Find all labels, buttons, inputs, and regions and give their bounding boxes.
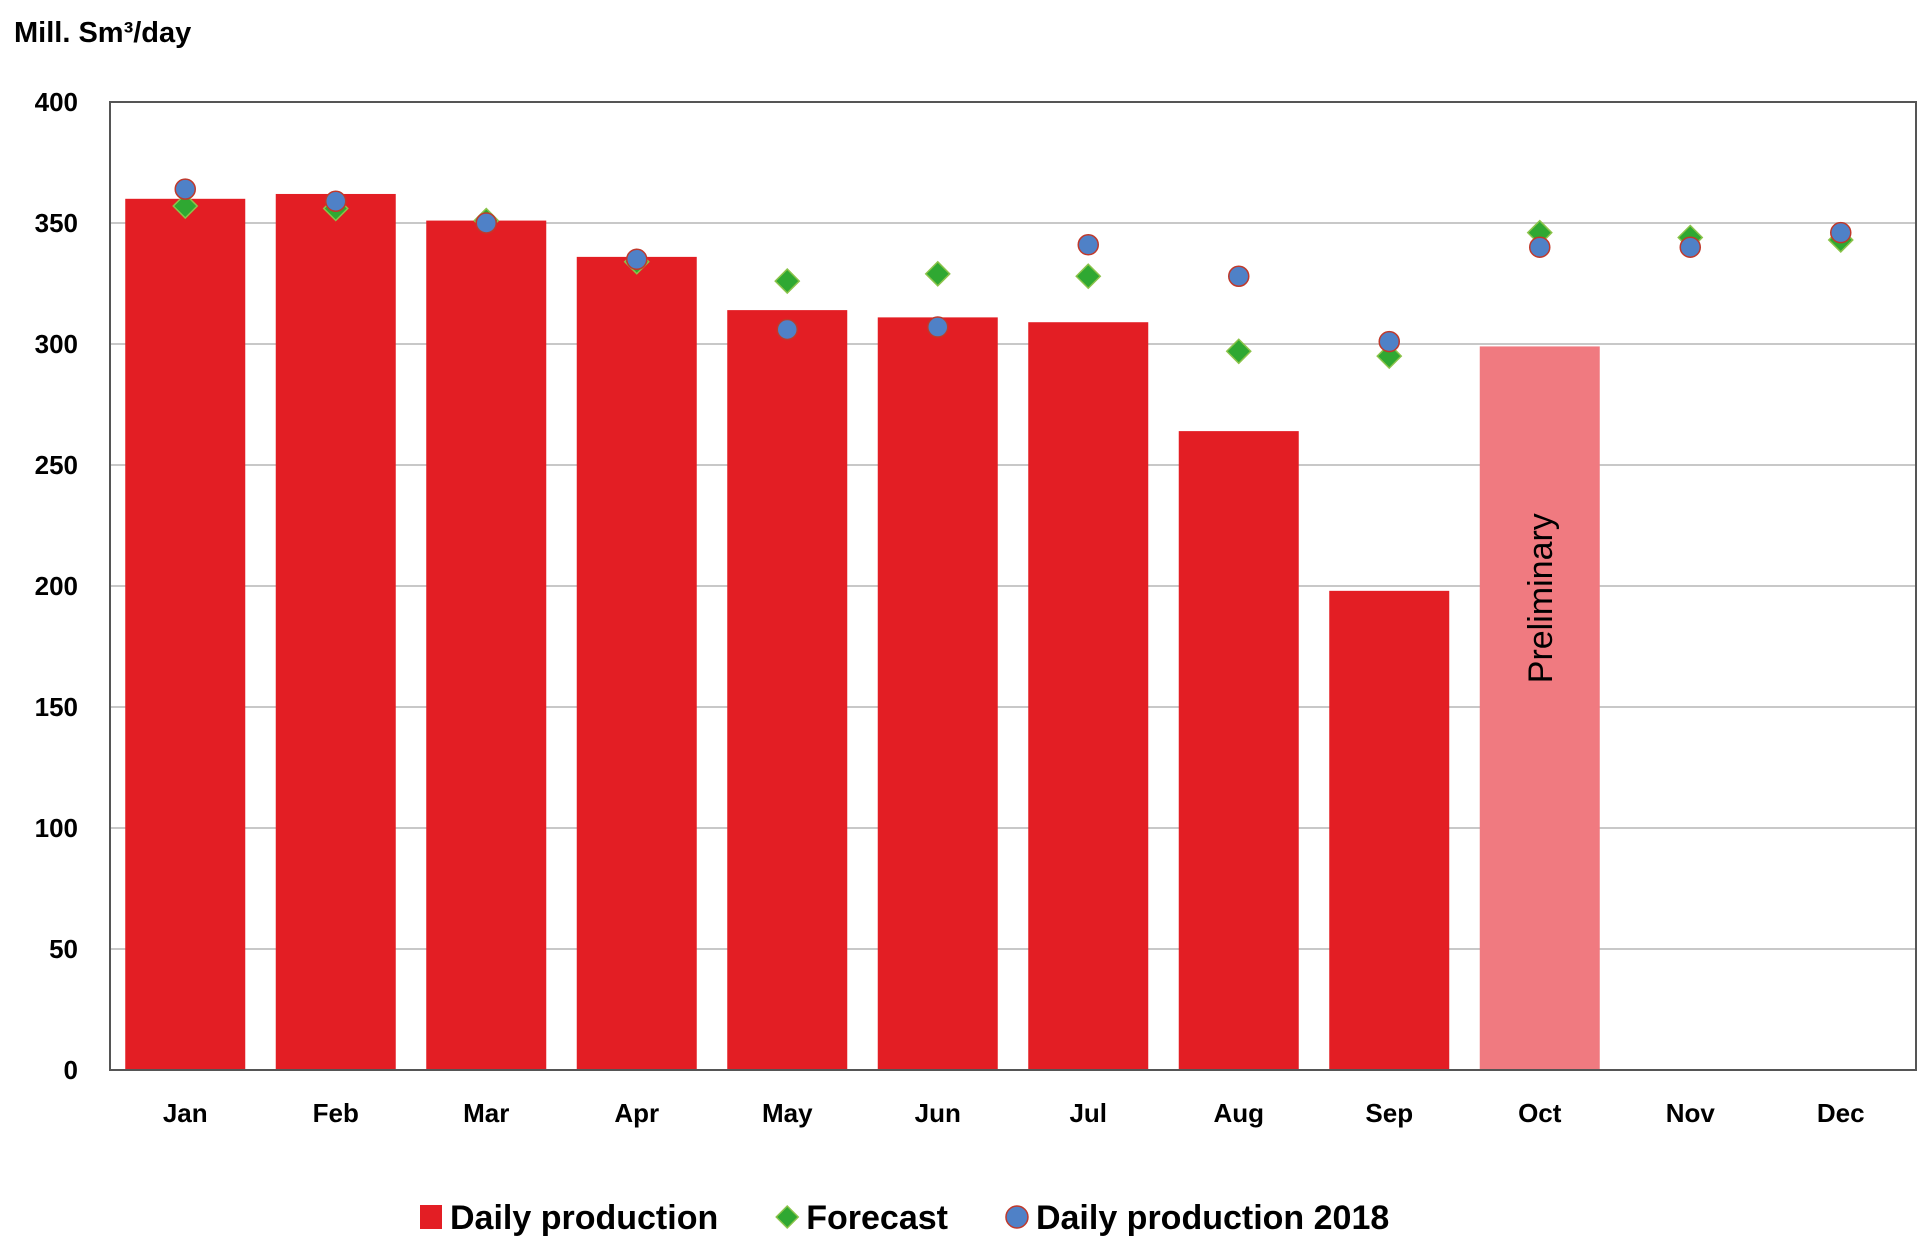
y-tick-label: 250	[35, 450, 78, 480]
bar	[877, 317, 998, 1070]
y-tick-label: 300	[35, 329, 78, 359]
bar	[727, 310, 848, 1070]
x-tick-label: Jul	[1069, 1098, 1107, 1128]
x-tick-label: Apr	[614, 1098, 659, 1128]
annotations: Preliminary	[1522, 513, 1560, 683]
y-tick-label: 200	[35, 571, 78, 601]
production-2018-marker	[1830, 221, 1852, 244]
bar	[1028, 322, 1149, 1071]
y-tick-label: 100	[35, 813, 78, 843]
y-tick-label: 350	[35, 208, 78, 238]
x-tick-label: Jan	[163, 1098, 208, 1128]
y-axis-tick-labels: 0 50 100 150 200 250 300 350 400	[35, 87, 78, 1085]
markers	[172, 178, 1854, 370]
production-2018-marker	[1077, 234, 1099, 256]
x-tick-label: Dec	[1817, 1098, 1865, 1128]
production-2018-marker	[927, 316, 949, 338]
y-tick-label: 50	[49, 934, 78, 964]
x-tick-label: Aug	[1213, 1098, 1264, 1128]
legend-swatch-circle	[1005, 1205, 1029, 1229]
legend-label: Daily production	[450, 1199, 718, 1237]
bars	[125, 193, 1600, 1071]
production-2018-marker	[174, 178, 196, 200]
x-tick-label: Nov	[1666, 1098, 1716, 1128]
forecast-marker	[924, 260, 951, 287]
bar	[1178, 431, 1299, 1070]
x-tick-label: Oct	[1518, 1098, 1562, 1128]
production-2018-marker	[1378, 330, 1400, 353]
x-tick-label: Feb	[313, 1098, 359, 1128]
y-tick-label: 400	[35, 87, 78, 117]
y-tick-label: 0	[64, 1055, 78, 1085]
legend: Daily production Forecast Daily production…	[420, 1199, 1389, 1237]
forecast-marker	[774, 268, 801, 295]
production-2018-marker	[1228, 265, 1250, 287]
x-tick-label: Sep	[1365, 1098, 1413, 1128]
bar	[125, 198, 246, 1071]
production-2018-marker	[776, 318, 798, 341]
production-2018-marker	[1679, 236, 1701, 258]
x-tick-label: Mar	[463, 1098, 509, 1128]
production-2018-marker	[1529, 236, 1551, 258]
gridlines	[110, 222, 1916, 950]
y-tick-label: 150	[35, 692, 78, 722]
legend-swatch-diamond	[775, 1204, 800, 1230]
preliminary-annotation: Preliminary	[1522, 513, 1560, 683]
bar	[1329, 590, 1450, 1070]
legend-swatch-bar	[420, 1205, 442, 1229]
forecast-marker	[1075, 263, 1102, 290]
plot-area-border	[109, 101, 1917, 1071]
legend-label: Daily production 2018	[1036, 1199, 1389, 1237]
bar-preliminary	[1479, 346, 1600, 1070]
bar	[275, 193, 396, 1070]
production-2018-marker	[626, 248, 648, 271]
production-2018-marker	[325, 190, 347, 212]
x-tick-label: May	[762, 1098, 813, 1128]
forecast-marker	[1225, 338, 1252, 365]
y-axis-unit-label: Mill. Sm³/day	[14, 17, 191, 49]
forecast-marker	[172, 192, 199, 220]
x-tick-label: Jun	[915, 1098, 961, 1128]
production-2018-marker	[475, 212, 497, 234]
bar	[576, 256, 697, 1070]
x-axis-tick-labels: Jan Feb Mar Apr May Jun Jul Aug Sep Oct Nov Dec	[163, 1098, 1865, 1128]
bar	[426, 220, 547, 1070]
legend-label: Forecast	[806, 1199, 948, 1237]
